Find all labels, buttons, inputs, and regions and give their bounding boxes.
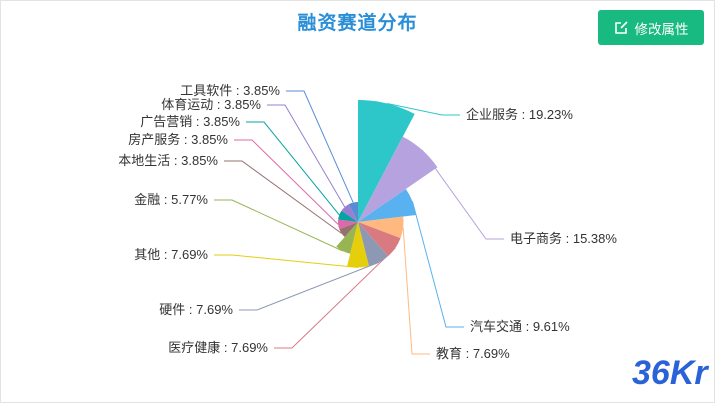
slice-label: 房产服务 : 3.85% [128, 132, 228, 147]
leader-line [274, 247, 396, 349]
slice-label: 硬件 : 7.69% [159, 302, 233, 317]
slice-label: 金融 : 5.77% [134, 192, 208, 207]
slice-label: 电子商务 : 15.38% [510, 231, 617, 246]
rose-slice[interactable] [358, 188, 416, 222]
slice-label: 体育运动 : 3.85% [161, 97, 261, 112]
rose-slice[interactable] [338, 219, 358, 230]
slice-label: 本地生活 : 3.85% [118, 153, 218, 168]
slice-label: 医疗健康 : 7.69% [168, 340, 268, 355]
slice-label: 其他 : 7.69% [134, 247, 208, 262]
chart-title: 融资赛道分布 [297, 13, 418, 34]
leader-line [246, 121, 340, 216]
slice-label: 广告营销 : 3.85% [140, 114, 240, 129]
rose-slice[interactable] [358, 136, 438, 222]
slice-label: 汽车交通 : 9.61% [470, 319, 570, 334]
slice-label: 工具软件 : 3.85% [180, 83, 280, 98]
rose-slice[interactable] [341, 204, 358, 222]
edit-properties-button[interactable]: 修改属性 [598, 10, 704, 45]
rose-slice[interactable] [358, 216, 404, 239]
edit-properties-label: 修改属性 [634, 21, 689, 37]
rose-slice[interactable] [358, 222, 401, 257]
leader-line [387, 103, 460, 116]
rose-slice[interactable] [336, 222, 358, 254]
leader-line [214, 254, 359, 268]
edit-icon [614, 21, 628, 34]
rose-slice[interactable] [348, 202, 358, 222]
leader-line [421, 149, 504, 240]
leader-line [286, 90, 354, 203]
rose-slice[interactable] [358, 100, 415, 222]
leader-line [224, 160, 342, 234]
leader-line [234, 139, 339, 225]
leader-line [239, 261, 380, 311]
leader-line [402, 227, 430, 355]
rose-slice[interactable] [338, 210, 358, 222]
rose-slice[interactable] [347, 222, 369, 268]
36kr-logo: 36Kr [632, 354, 709, 392]
rose-slice[interactable] [358, 222, 389, 267]
leader-line [214, 199, 343, 252]
svg-text:36Kr: 36Kr [632, 354, 709, 392]
slice-label: 教育 : 7.69% [436, 346, 510, 361]
rose-slice[interactable] [339, 222, 358, 237]
leader-line [411, 201, 464, 328]
slice-label: 企业服务 : 19.23% [466, 107, 573, 122]
leader-line [267, 104, 346, 208]
